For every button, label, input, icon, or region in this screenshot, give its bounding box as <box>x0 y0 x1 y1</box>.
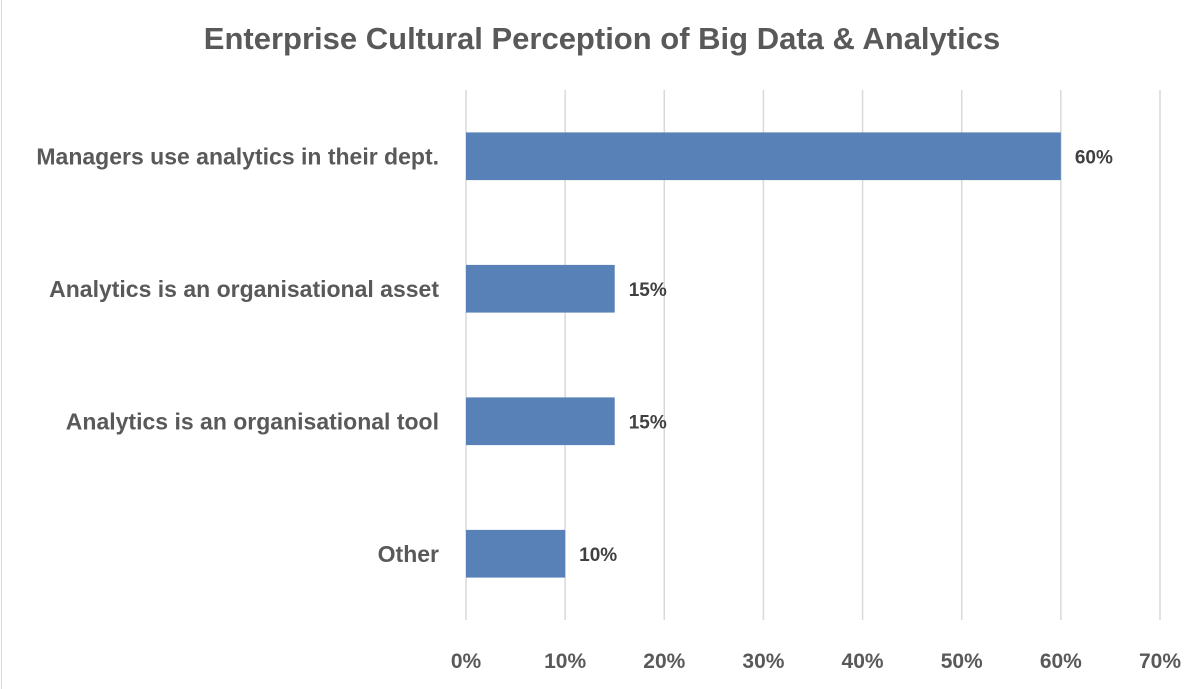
x-tick-label-50: 50% <box>941 650 983 673</box>
bar-1 <box>466 132 1061 181</box>
category-label-4: Other <box>378 541 439 567</box>
x-tick-label-0: 0% <box>451 650 482 673</box>
data-label-4: 10% <box>579 545 617 566</box>
category-labels: Managers use analytics in their dept. Ana… <box>36 143 439 567</box>
category-label-3: Analytics is an organisational tool <box>66 408 439 434</box>
bar-2 <box>466 264 615 313</box>
category-label-1: Managers use analytics in their dept. <box>36 143 439 169</box>
data-label-2: 15% <box>629 280 667 301</box>
bars <box>466 132 1061 578</box>
x-tick-label-40: 40% <box>842 650 884 673</box>
x-tick-label-70: 70% <box>1139 650 1181 673</box>
data-labels: 60% 15% 15% 10% <box>579 147 1113 566</box>
data-label-3: 15% <box>629 412 667 433</box>
x-axis-tick-labels: 0% 10% 20% 30% 40% 50% 60% 70% <box>451 650 1182 673</box>
x-tick-label-10: 10% <box>544 650 586 673</box>
x-tick-label-20: 20% <box>643 650 685 673</box>
data-label-1: 60% <box>1075 147 1113 168</box>
bar-3 <box>466 397 615 446</box>
x-tick-label-60: 60% <box>1040 650 1082 673</box>
bar-4 <box>466 529 566 578</box>
category-label-2: Analytics is an organisational asset <box>49 276 439 302</box>
x-tick-label-30: 30% <box>742 650 784 673</box>
chart-title: Enterprise Cultural Perception of Big Da… <box>204 21 1000 56</box>
